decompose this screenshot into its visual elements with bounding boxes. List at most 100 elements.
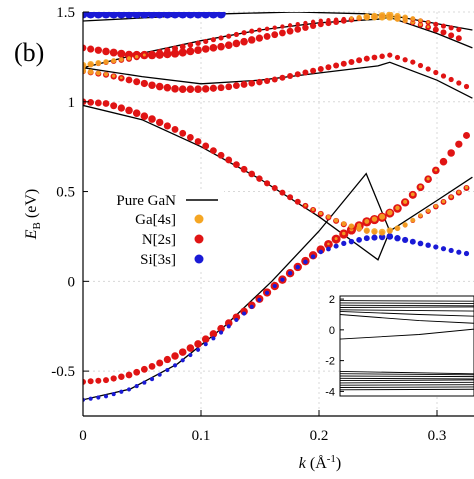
legend-dot-si3s (194, 254, 204, 264)
ga4s-dot-2-44 (418, 213, 423, 218)
n2s-dot-5-19 (226, 33, 232, 39)
n2s-dot-0-1 (87, 378, 94, 385)
n2s-dot-5-26 (280, 24, 285, 29)
n2s-dot-3-44 (417, 62, 424, 69)
n2s-dot-3-39 (379, 53, 385, 59)
n2s-dot-5-12 (172, 45, 179, 52)
n2s-dot-4-4 (109, 48, 118, 57)
si3s-dot-6-16 (201, 12, 211, 19)
n2s-dot-3-45 (425, 66, 431, 72)
n2s-dot-3-8 (140, 79, 148, 88)
ga4s-dot-5-45 (426, 20, 430, 24)
n2s-dot-4-13 (178, 48, 187, 57)
ga4s-dot-5-8 (142, 53, 146, 57)
n2s-dot-3-6 (125, 76, 133, 84)
ga4s-dot-5-36 (356, 14, 362, 20)
n2s-dot-5-46 (433, 21, 439, 27)
n2s-dot-2-7 (132, 109, 141, 118)
n2s-dot-0-12 (171, 352, 179, 360)
n2s-dot-5-9 (149, 50, 156, 57)
ga4s-dot-3-2 (95, 70, 101, 76)
n2s-dot-4-1 (87, 45, 95, 53)
legend-label-ga4s: Ga[4s] (135, 212, 176, 228)
n2s-dot-3-7 (133, 78, 141, 86)
si3s-dot-1-46 (433, 244, 439, 250)
n2s-dot-3-13 (178, 85, 187, 94)
si3s-dot-1-14 (188, 352, 193, 358)
n2s-dot-4-3 (102, 47, 110, 56)
n2s-dot-4-49 (455, 35, 462, 42)
n2s-dot-4-0 (83, 44, 87, 52)
ga4s-dot-5-40 (386, 12, 394, 19)
inset-band-line-16 (340, 388, 474, 391)
n2s-dot-2-25 (271, 184, 278, 191)
si3s-dot-1-28 (295, 264, 301, 270)
x-tick-label-2: 0.2 (310, 428, 329, 444)
n2s-dot-2-1 (87, 98, 95, 106)
si3s-dot-1-47 (440, 246, 447, 252)
plot-axes (82, 12, 474, 417)
si3s-dot-6-17 (208, 12, 219, 19)
y-tick-label-2: 0.5 (56, 185, 75, 201)
si3s-dot-1-36 (356, 237, 362, 243)
n2s-dot-3-9 (148, 81, 156, 89)
ga4s-dot-2-31 (319, 211, 323, 216)
legend-dot-n2s (194, 234, 204, 244)
si3s-dot-1-6 (126, 387, 132, 392)
ga4s-dot-0-44 (418, 184, 423, 189)
ga4s-dot-0-43 (410, 192, 415, 197)
si3s-dot-1-27 (287, 270, 293, 276)
si3s-dot-6-4 (108, 12, 119, 19)
n2s-dot-4-31 (317, 21, 324, 28)
inset-band-lines (340, 300, 474, 391)
ga4s-dot-5-2 (95, 60, 102, 67)
si3s-dot-1-31 (318, 249, 324, 255)
n2s-dot-5-18 (218, 35, 224, 41)
n2s-dot-5-23 (257, 27, 262, 33)
n2s-dot-2-21 (240, 165, 248, 173)
n2s-dot-4-30 (310, 22, 317, 30)
n2s-dot-4-17 (209, 44, 218, 52)
n2s-dot-0-18 (217, 324, 225, 333)
ga4s-dot-0-46 (434, 168, 438, 172)
si3s-dot-1-16 (203, 342, 208, 347)
ga4s-dot-3-0 (83, 67, 87, 74)
n2s-dot-2-15 (194, 138, 202, 145)
n2s-dot-2-26 (279, 189, 286, 196)
n2s-dot-0-48 (447, 149, 455, 157)
si3s-dot-6-11 (162, 12, 173, 19)
n2s-dot-0-47 (439, 157, 448, 166)
x-axis-label: k (Å-1) (299, 453, 342, 472)
n2s-dot-5-24 (264, 26, 270, 32)
n2s-dot-2-3 (102, 100, 110, 107)
projected-weight-dots (83, 12, 470, 402)
n2s-dot-3-40 (387, 52, 393, 58)
n2s-dot-3-32 (325, 64, 332, 71)
x-tick-label-3: 0.3 (428, 428, 447, 444)
legend-dot-ga4s (194, 214, 204, 224)
si3s-dot-1-13 (180, 358, 185, 363)
inset-band-line-2 (340, 304, 474, 307)
si3s-dot-1-12 (172, 363, 178, 368)
inset-band-line-13 (340, 381, 474, 384)
n2s-dot-3-33 (333, 62, 340, 69)
n2s-dot-3-37 (363, 55, 370, 62)
n2s-dot-0-14 (186, 344, 195, 352)
si3s-dot-1-26 (280, 277, 285, 282)
si3s-dot-1-23 (257, 297, 262, 302)
n2s-dot-5-28 (295, 22, 300, 27)
n2s-dot-3-15 (194, 85, 202, 94)
si3s-dot-1-38 (371, 234, 378, 241)
legend-label-n2s: N[2s] (142, 232, 176, 248)
n2s-dot-2-9 (148, 115, 156, 123)
si3s-dot-6-8 (139, 12, 150, 19)
n2s-dot-3-16 (202, 85, 210, 93)
n2s-dot-4-46 (432, 26, 439, 33)
si3s-dot-6-6 (124, 12, 134, 19)
n2s-dot-3-25 (271, 76, 278, 83)
si3s-dot-6-14 (185, 12, 196, 19)
ga4s-dot-0-41 (395, 205, 400, 211)
n2s-dot-2-11 (163, 122, 171, 130)
si3s-dot-1-49 (456, 249, 462, 255)
